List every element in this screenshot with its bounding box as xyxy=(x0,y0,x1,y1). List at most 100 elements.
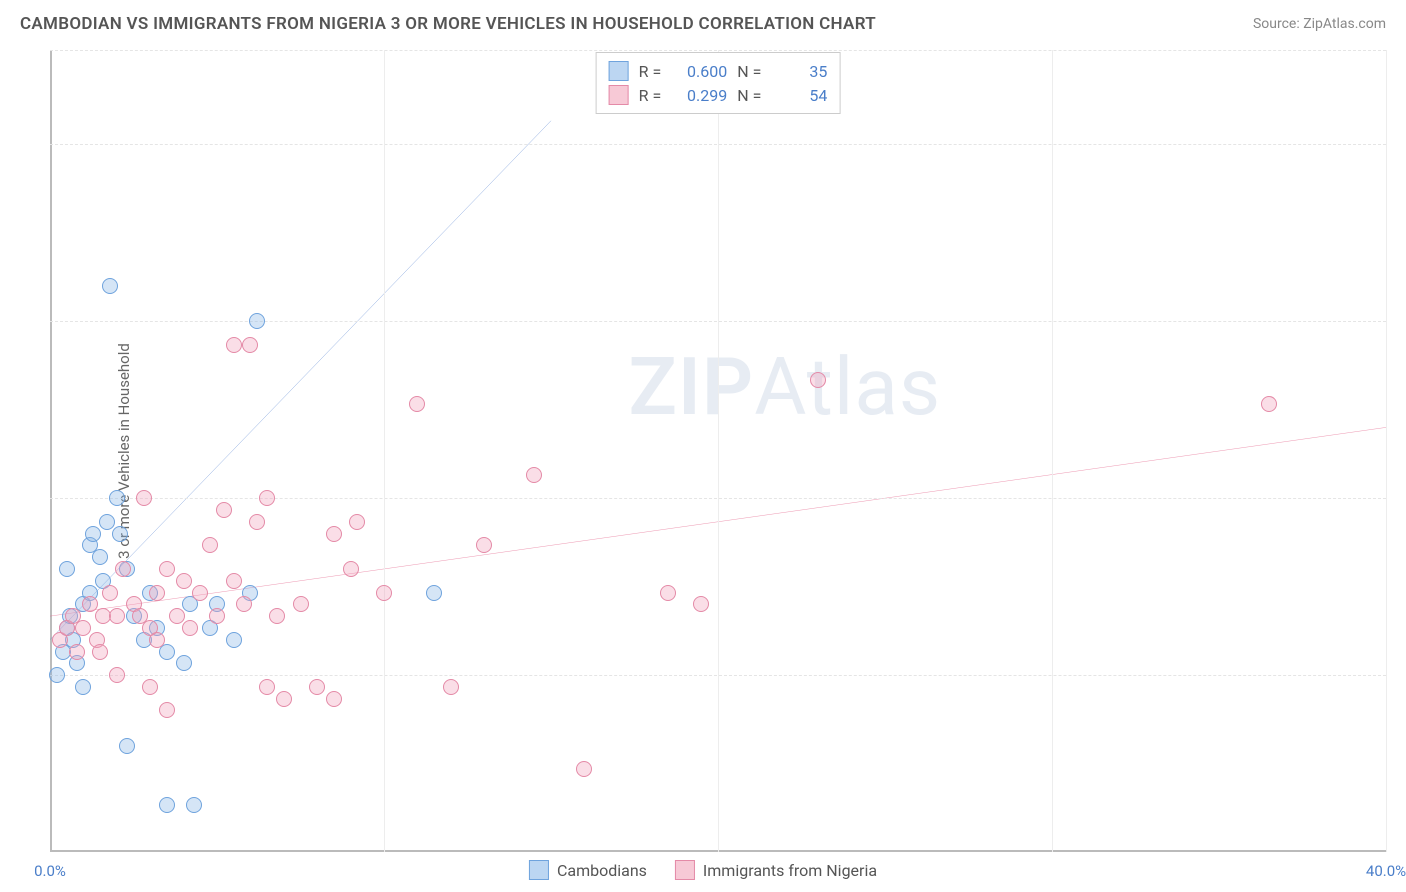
data-point xyxy=(92,644,108,660)
data-point xyxy=(343,561,359,577)
data-point xyxy=(126,608,142,624)
data-point xyxy=(443,679,459,695)
n-label: N = xyxy=(737,62,761,81)
data-point xyxy=(109,490,125,506)
data-point xyxy=(89,632,105,648)
data-point xyxy=(69,655,85,671)
chart-area: 3 or more Vehicles in Household ZIPAtlas… xyxy=(50,50,1386,852)
cambodians-swatch xyxy=(609,61,629,81)
series-legend: Cambodians Immigrants from Nigeria xyxy=(529,860,877,880)
data-point xyxy=(159,561,175,577)
data-point xyxy=(52,632,68,648)
data-point xyxy=(95,608,111,624)
data-point xyxy=(149,585,165,601)
data-point xyxy=(102,585,118,601)
n-label: N = xyxy=(737,86,761,105)
y-tick-label: 60.0% xyxy=(1391,135,1406,153)
header: CAMBODIAN VS IMMIGRANTS FROM NIGERIA 3 O… xyxy=(0,0,1406,42)
data-point xyxy=(693,596,709,612)
legend-row: R = 0.299 N = 54 xyxy=(609,83,828,107)
data-point xyxy=(236,596,252,612)
data-point xyxy=(132,608,148,624)
data-point xyxy=(62,608,78,624)
n-value: 54 xyxy=(771,86,827,105)
data-point xyxy=(59,620,75,636)
data-point xyxy=(202,537,218,553)
data-point xyxy=(202,620,218,636)
x-axis xyxy=(50,850,1386,852)
r-label: R = xyxy=(639,62,662,81)
data-point xyxy=(115,561,131,577)
n-value: 35 xyxy=(771,62,827,81)
data-point xyxy=(1261,396,1277,412)
data-point xyxy=(526,467,542,483)
data-point xyxy=(69,644,85,660)
data-point xyxy=(242,585,258,601)
data-point xyxy=(326,526,342,542)
data-point xyxy=(99,514,115,530)
trend-lines xyxy=(50,50,1386,852)
data-point xyxy=(149,632,165,648)
cambodians-swatch xyxy=(529,860,549,880)
data-point xyxy=(136,632,152,648)
legend-row: R = 0.600 N = 35 xyxy=(609,59,828,83)
data-point xyxy=(186,797,202,813)
data-point xyxy=(169,608,185,624)
gridline-v xyxy=(1052,50,1053,852)
data-point xyxy=(136,490,152,506)
data-point xyxy=(576,761,592,777)
data-point xyxy=(112,526,128,542)
data-point xyxy=(242,337,258,353)
gridline-h xyxy=(50,50,1386,51)
data-point xyxy=(326,691,342,707)
data-point xyxy=(149,620,165,636)
data-point xyxy=(142,585,158,601)
legend-label: Immigrants from Nigeria xyxy=(703,861,877,880)
data-point xyxy=(65,608,81,624)
data-point xyxy=(209,608,225,624)
data-point xyxy=(95,573,111,589)
data-point xyxy=(126,596,142,612)
data-point xyxy=(269,608,285,624)
data-point xyxy=(226,632,242,648)
data-point xyxy=(249,313,265,329)
legend-item: Cambodians xyxy=(529,860,647,880)
data-point xyxy=(142,679,158,695)
watermark: ZIPAtlas xyxy=(628,340,941,434)
trend-line xyxy=(50,427,1386,616)
data-point xyxy=(349,514,365,530)
data-point xyxy=(119,738,135,754)
y-axis xyxy=(50,50,52,852)
data-point xyxy=(660,585,676,601)
data-point xyxy=(142,620,158,636)
watermark-rest: Atlas xyxy=(754,340,941,434)
chart-title: CAMBODIAN VS IMMIGRANTS FROM NIGERIA 3 O… xyxy=(20,14,876,34)
data-point xyxy=(159,702,175,718)
data-point xyxy=(226,573,242,589)
data-point xyxy=(85,526,101,542)
r-value: 0.299 xyxy=(671,86,727,105)
legend-item: Immigrants from Nigeria xyxy=(675,860,877,880)
data-point xyxy=(75,620,91,636)
data-point xyxy=(259,679,275,695)
data-point xyxy=(209,596,225,612)
gridline-v xyxy=(1386,50,1387,852)
data-point xyxy=(309,679,325,695)
data-point xyxy=(119,561,135,577)
plot-region: ZIPAtlas R = 0.600 N = 35 R = 0.299 N = … xyxy=(50,50,1386,852)
data-point xyxy=(159,644,175,660)
gridline-h xyxy=(50,675,1386,676)
data-point xyxy=(75,596,91,612)
data-point xyxy=(276,691,292,707)
nigeria-swatch xyxy=(609,85,629,105)
nigeria-swatch xyxy=(675,860,695,880)
data-point xyxy=(55,644,71,660)
data-point xyxy=(82,585,98,601)
data-point xyxy=(102,278,118,294)
data-point xyxy=(176,655,192,671)
data-point xyxy=(249,514,265,530)
data-point xyxy=(82,596,98,612)
r-value: 0.600 xyxy=(671,62,727,81)
source-label: Source: ZipAtlas.com xyxy=(1253,16,1386,32)
data-point xyxy=(182,620,198,636)
